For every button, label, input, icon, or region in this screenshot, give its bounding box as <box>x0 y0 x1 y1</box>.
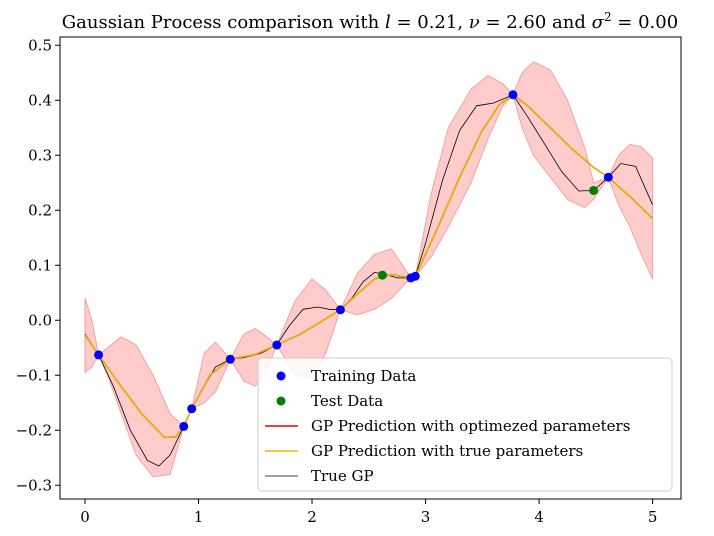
line-layer <box>84 93 654 467</box>
chart-title: Gaussian Process comparison with l = 0.2… <box>62 10 678 33</box>
point-layer <box>94 90 613 431</box>
training-point <box>603 172 613 182</box>
training-point <box>410 271 420 281</box>
legend-box <box>257 357 673 492</box>
legend-marker <box>276 371 286 381</box>
training-point <box>94 350 104 360</box>
x-tick-label: 0 <box>80 508 90 526</box>
legend-label: True GP <box>311 467 374 485</box>
confidence-band <box>84 61 654 478</box>
x-tick-label: 2 <box>307 508 317 526</box>
legend-label: Test Data <box>311 392 383 410</box>
legend: Training Data Test Data GP Prediction with… <box>257 357 673 492</box>
x-tick-label: 5 <box>648 508 658 526</box>
x-tick-label: 4 <box>534 508 544 526</box>
y-tick-label: 0.4 <box>28 91 52 109</box>
band-layer <box>84 61 654 478</box>
y-tick-label: 0.1 <box>28 256 52 274</box>
training-point <box>225 354 235 364</box>
axes-frame <box>59 36 682 500</box>
plot-area <box>59 36 682 500</box>
training-point <box>508 90 518 100</box>
y-tick-label: 0.0 <box>28 311 52 329</box>
x-tick-label: 1 <box>194 508 204 526</box>
y-tick-label: −0.2 <box>16 421 52 439</box>
training-point <box>187 404 197 414</box>
y-tick-label: −0.1 <box>16 366 52 384</box>
training-point <box>179 421 189 431</box>
test-point <box>377 270 387 280</box>
y-tick-label: 0.3 <box>28 146 52 164</box>
y-tick-label: 0.5 <box>28 36 52 54</box>
legend-items: Training Data Test Data GP Prediction with… <box>265 367 630 485</box>
x-axis: 0 1 2 3 4 5 <box>80 499 657 526</box>
true-gp-line <box>84 94 653 467</box>
training-point <box>335 305 345 315</box>
legend-label: Training Data <box>311 367 416 385</box>
test-point <box>589 185 599 195</box>
true-params-prediction-line <box>84 93 654 439</box>
legend-label: GP Prediction with optimezed parameters <box>311 417 630 435</box>
y-tick-label: −0.3 <box>16 476 52 494</box>
x-tick-label: 3 <box>421 508 431 526</box>
legend-marker <box>276 396 286 406</box>
training-point <box>272 340 282 350</box>
y-axis: −0.3 −0.2 −0.1 0.0 0.1 0.2 0.3 0.4 0.5 <box>16 36 60 494</box>
y-tick-label: 0.2 <box>28 201 52 219</box>
legend-label: GP Prediction with true parameters <box>311 442 583 460</box>
